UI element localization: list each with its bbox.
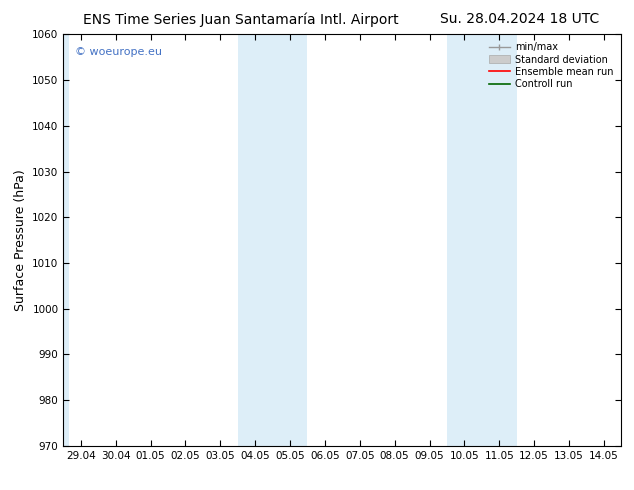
Y-axis label: Surface Pressure (hPa): Surface Pressure (hPa) [14, 169, 27, 311]
Bar [63, 34, 68, 446]
Legend: min/max, Standard deviation, Ensemble mean run, Controll run: min/max, Standard deviation, Ensemble me… [486, 39, 616, 92]
Text: © woeurope.eu: © woeurope.eu [75, 47, 162, 57]
Bar [238, 34, 307, 446]
Bar [447, 34, 517, 446]
Text: Su. 28.04.2024 18 UTC: Su. 28.04.2024 18 UTC [440, 12, 600, 26]
Text: ENS Time Series Juan Santamaría Intl. Airport: ENS Time Series Juan Santamaría Intl. Ai… [83, 12, 399, 27]
